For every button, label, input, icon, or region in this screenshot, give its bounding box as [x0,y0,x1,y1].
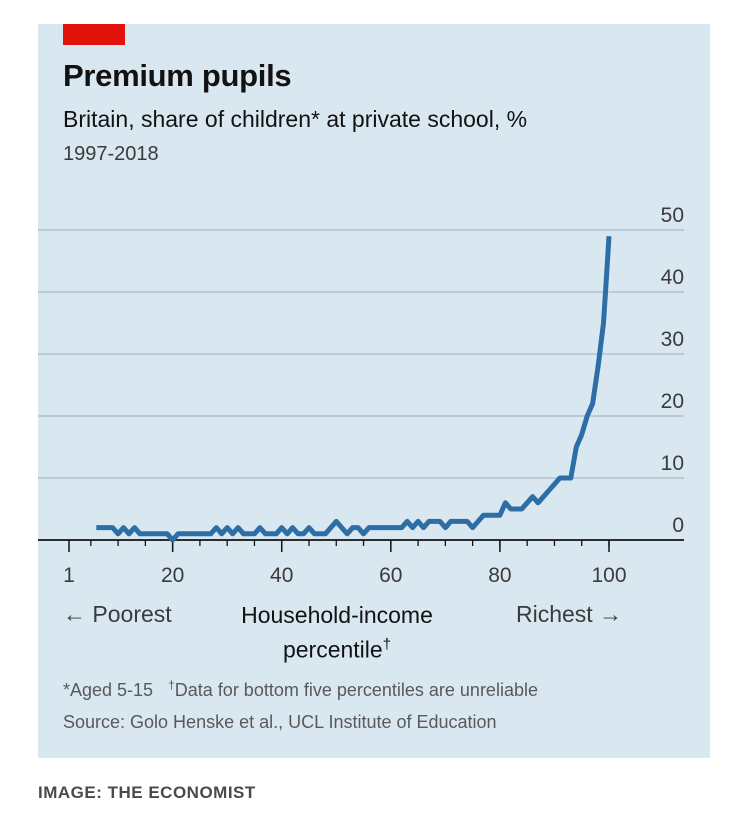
x-axis-title-line1: Household-income [241,602,433,628]
brand-red-tag [63,24,125,45]
footnote-age: *Aged 5-15 [63,680,154,700]
chart-subtitle: Britain, share of children* at private s… [63,106,528,132]
x-axis-title-line2: percentile [282,636,383,663]
line-chart: 0 10 20 30 40 50 1 20 40 60 80 100 [38,204,684,587]
x-tick-label-40: 40 [270,564,293,587]
chart-title: Premium pupils [63,58,292,93]
image-credit: IMAGE: THE ECONOMIST [38,783,256,802]
y-tick-label-40: 40 [661,266,684,289]
x-tick-label-1: 1 [63,564,75,587]
x-tick-label-100: 100 [591,564,626,587]
source-note: Source: Golo Henske et al., UCL Institut… [63,712,497,732]
x-axis-title: Household-income percentile† [222,600,452,665]
x-tick-label-80: 80 [488,564,511,587]
footnote-dagger: † [168,678,175,692]
dagger-mark: † [382,636,392,653]
y-tick-label-0: 0 [672,514,684,537]
y-tick-label-30: 30 [661,328,684,351]
richest-label: Richest → [516,601,623,627]
y-tick-label-20: 20 [661,390,684,413]
chart-card: Premium pupils Britain, share of childre… [38,24,710,758]
chart-period: 1997-2018 [63,143,159,165]
poorest-label: ← Poorest [63,601,172,627]
x-tick-label-20: 20 [161,564,184,587]
footnote-reliability: Data for bottom five percentiles are unr… [174,680,538,700]
y-tick-label-10: 10 [661,452,684,475]
x-tick-label-60: 60 [379,564,402,587]
footnote: *Aged 5-15 †Data for bottom five percent… [63,678,538,701]
series-line-private-school-share [96,236,612,543]
y-tick-label-50: 50 [661,204,684,227]
